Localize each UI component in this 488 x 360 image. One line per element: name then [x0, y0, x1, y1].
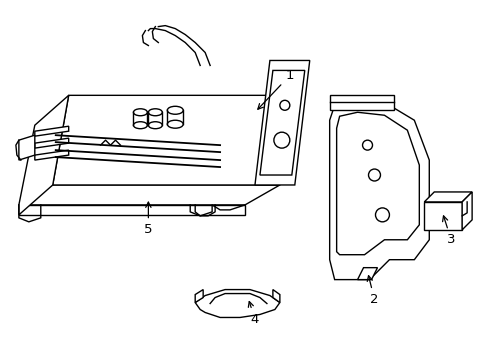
Polygon shape: [19, 95, 68, 215]
Polygon shape: [19, 205, 244, 215]
Text: 4: 4: [248, 302, 259, 326]
Polygon shape: [254, 60, 309, 185]
Polygon shape: [260, 71, 304, 175]
Polygon shape: [35, 126, 68, 136]
Polygon shape: [461, 192, 471, 230]
Polygon shape: [53, 95, 294, 185]
Text: 3: 3: [442, 216, 454, 246]
Text: 2: 2: [366, 276, 378, 306]
Polygon shape: [19, 185, 279, 205]
Polygon shape: [424, 202, 461, 230]
Text: 1: 1: [257, 69, 293, 109]
Polygon shape: [329, 95, 394, 110]
Polygon shape: [35, 138, 68, 148]
Polygon shape: [424, 192, 471, 202]
Polygon shape: [329, 100, 428, 280]
Polygon shape: [19, 135, 35, 160]
Polygon shape: [357, 268, 377, 280]
Text: 5: 5: [144, 202, 152, 236]
Polygon shape: [195, 289, 279, 318]
Polygon shape: [195, 289, 203, 302]
Polygon shape: [336, 112, 419, 255]
Polygon shape: [272, 289, 279, 302]
Polygon shape: [35, 150, 68, 160]
